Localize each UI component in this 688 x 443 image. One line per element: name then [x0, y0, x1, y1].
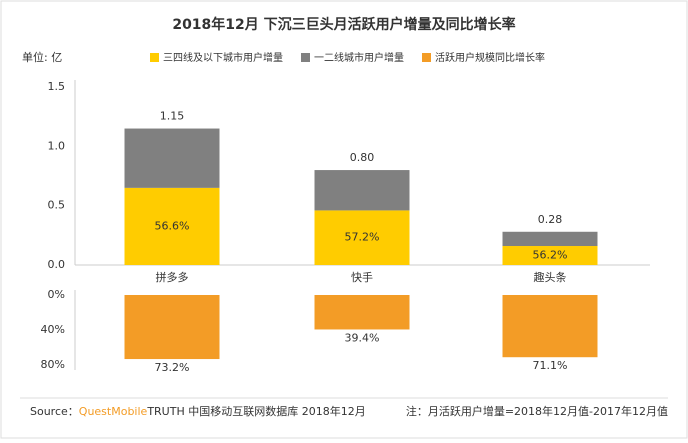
y-tick-label: 0.0 — [48, 258, 66, 271]
x-tick-label: 趣头条 — [534, 270, 567, 284]
y-tick-label: 1.0 — [48, 139, 66, 152]
total-label: 0.28 — [538, 213, 563, 226]
share-label: 57.2% — [345, 231, 380, 244]
note: 注：月活跃用户增量=2018年12月值-2017年12月值 — [406, 404, 668, 418]
y-tick-label: 0% — [48, 288, 65, 301]
legend-label: 活跃用户规模同比增长率 — [435, 51, 545, 64]
value-label: 71.1% — [533, 359, 568, 372]
legend-swatch — [150, 53, 159, 62]
value-label: 73.2% — [155, 361, 190, 374]
bar — [314, 295, 410, 330]
share-label: 56.6% — [155, 219, 190, 232]
bar-segment — [314, 210, 410, 265]
total-label: 1.15 — [160, 110, 185, 123]
bar-segment — [502, 246, 598, 265]
share-label: 56.2% — [533, 249, 568, 262]
legend-swatch — [301, 53, 310, 62]
y-tick-label: 80% — [41, 358, 65, 371]
legend-swatch — [422, 53, 431, 62]
chart-title: 2018年12月 下沉三巨头月活跃用户增量及同比增长率 — [172, 16, 515, 33]
source: Source：QuestMobileTRUTH 中国移动互联网数据库 2018年… — [30, 404, 366, 418]
source-rest: TRUTH 中国移动互联网数据库 2018年12月 — [146, 404, 365, 418]
bar-segment — [124, 187, 220, 265]
source-brand: QuestMobile — [79, 405, 148, 418]
y-tick-label: 1.5 — [48, 80, 66, 93]
y-tick-label: 0.5 — [48, 199, 66, 212]
y-tick-label: 40% — [41, 323, 65, 336]
total-label: 0.80 — [350, 151, 375, 164]
bar-segment — [124, 128, 220, 188]
bar — [124, 295, 220, 360]
legend-label: 一二线城市用户增量 — [314, 51, 404, 64]
legend-label: 三四线及以下城市用户增量 — [163, 51, 283, 64]
unit-label: 单位: 亿 — [22, 50, 62, 64]
bar — [502, 295, 598, 358]
bar-segment — [314, 170, 410, 211]
x-tick-label: 拼多多 — [156, 270, 189, 284]
bar-segment — [502, 231, 598, 247]
source-prefix: Source： — [30, 405, 79, 418]
x-tick-label: 快手 — [351, 270, 373, 284]
value-label: 39.4% — [345, 331, 380, 344]
